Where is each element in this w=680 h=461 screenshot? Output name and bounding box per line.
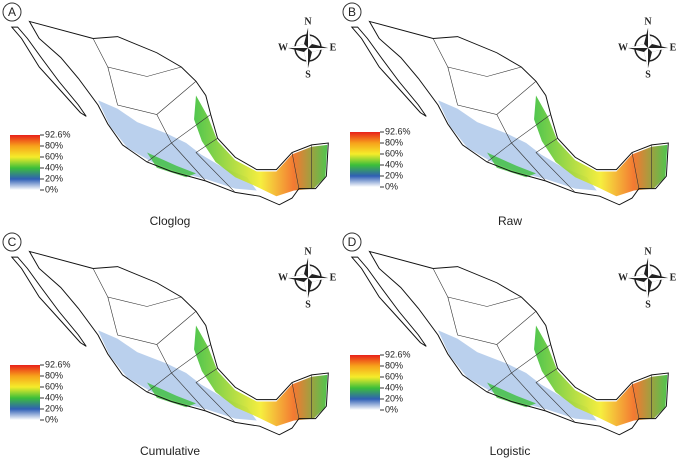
- panel-letter: A: [8, 5, 16, 19]
- compass-w: W: [618, 42, 628, 53]
- legend-label: 92.6%: [385, 126, 411, 136]
- legend-label: 92.6%: [45, 359, 71, 369]
- compass-e: E: [670, 272, 677, 283]
- compass-n: N: [644, 246, 652, 257]
- panel-letter: C: [8, 235, 17, 249]
- panel-letter-circle: [342, 232, 362, 252]
- panel-letter: D: [348, 235, 357, 249]
- legend-label: 40%: [385, 159, 403, 169]
- legend-label: 40%: [45, 162, 63, 172]
- caption: Logistic: [490, 444, 531, 458]
- map-panel: B Raw 92.6%80%60%40%20%0% N S W E: [342, 2, 677, 228]
- compass-w: W: [618, 272, 628, 283]
- legend-bar: [10, 365, 40, 420]
- legend-bar: [350, 355, 380, 410]
- caption: Raw: [498, 214, 522, 228]
- compass-n: N: [644, 16, 652, 27]
- compass-star: [288, 28, 328, 68]
- legend-label: 60%: [385, 148, 403, 158]
- legend-label: 20%: [45, 403, 63, 413]
- legend-label: 0%: [385, 404, 398, 414]
- compass-w: W: [278, 272, 288, 283]
- legend-label: 0%: [45, 414, 58, 424]
- compass-star: [628, 28, 668, 68]
- legend-label: 20%: [385, 170, 403, 180]
- panel-letter-circle: [342, 2, 362, 22]
- legend-label: 60%: [385, 371, 403, 381]
- compass-star-inner: [288, 28, 328, 68]
- compass-s: S: [645, 69, 651, 80]
- compass-s: S: [305, 69, 311, 80]
- legend-label: 20%: [45, 173, 63, 183]
- legend-label: 92.6%: [45, 129, 71, 139]
- legend-label: 60%: [45, 151, 63, 161]
- compass-e: E: [330, 42, 337, 53]
- legend-label: 0%: [45, 184, 58, 194]
- caption: Cumulative: [140, 444, 200, 458]
- legend-label: 60%: [45, 381, 63, 391]
- compass-n: N: [304, 16, 312, 27]
- legend-label: 80%: [385, 137, 403, 147]
- legend-label: 40%: [385, 382, 403, 392]
- legend-label: 80%: [45, 370, 63, 380]
- legend-label: 92.6%: [385, 349, 411, 359]
- panel-letter: B: [348, 5, 356, 19]
- legend-label: 0%: [385, 181, 398, 191]
- compass-star: [288, 258, 328, 298]
- legend-bar: [10, 135, 40, 190]
- compass-e: E: [670, 42, 677, 53]
- compass-s: S: [645, 299, 651, 310]
- legend-label: 40%: [45, 392, 63, 402]
- map-panel: A Cloglog 92.6%80%60%40%20%0% N S W E: [2, 2, 337, 228]
- compass-star: [628, 258, 668, 298]
- panel-letter-circle: [2, 232, 22, 252]
- compass-star-inner: [288, 258, 328, 298]
- compass-star-inner: [628, 258, 668, 298]
- legend-label: 20%: [385, 393, 403, 403]
- compass-s: S: [305, 299, 311, 310]
- legend-label: 80%: [45, 140, 63, 150]
- map-panel: D Logistic 92.6%80%60%40%20%0% N S W E: [342, 232, 677, 458]
- map-panel: C Cumulative 92.6%80%60%40%20%0% N S W E: [2, 232, 337, 458]
- compass-w: W: [278, 42, 288, 53]
- caption: Cloglog: [150, 214, 191, 228]
- compass-e: E: [330, 272, 337, 283]
- compass-n: N: [304, 246, 312, 257]
- panel-letter-circle: [2, 2, 22, 22]
- legend-bar: [350, 132, 380, 187]
- compass-star-inner: [628, 28, 668, 68]
- legend-label: 80%: [385, 360, 403, 370]
